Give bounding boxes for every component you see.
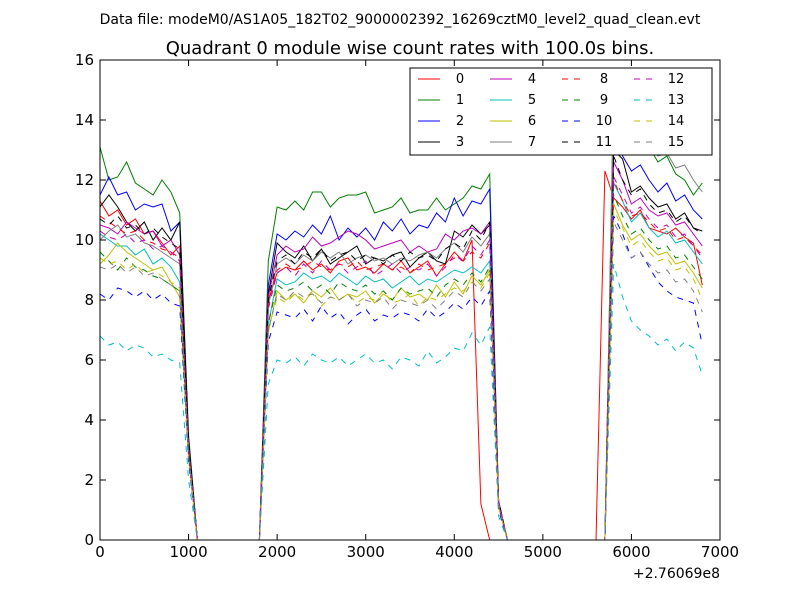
legend-label-4: 4 [528,72,536,87]
legend-label-15: 15 [668,135,685,150]
y-tick-label: 0 [84,531,94,549]
legend-label-11: 11 [596,135,613,150]
series-line-7 [100,95,703,540]
y-tick-label: 6 [84,351,94,369]
series-line-10 [100,215,703,540]
x-tick-label: 0 [95,543,105,561]
legend-label-2: 2 [456,114,464,129]
series-line-1 [100,83,703,540]
axes: 0 1000 2000 3000 4000 5000 6000 700002468101214… [75,51,739,561]
series-line-11 [100,155,703,540]
series-line-15 [100,221,703,540]
series-line-14 [100,209,703,540]
legend-label-14: 14 [668,114,685,129]
legend-label-13: 13 [668,93,685,108]
legend-label-10: 10 [596,114,613,129]
x-tick-label: 6000 [612,543,650,561]
chart-title: Quadrant 0 module wise count rates with … [166,38,655,59]
legend-frame [409,67,713,156]
x-tick-label: 5000 [524,543,562,561]
y-tick-label: 12 [75,171,94,189]
x-tick-label: 7000 [701,543,739,561]
series-line-3 [100,148,703,540]
series-line-2 [100,125,703,540]
chart-suptitle: Data file: modeM0/AS1A05_182T02_90000023… [100,12,701,28]
x-tick-label: 3000 [347,543,385,561]
legend-label-9: 9 [600,93,608,108]
series-line-4 [100,161,703,540]
x-offset-label: +2.76069e8 [633,566,720,582]
y-tick-label: 10 [75,231,94,249]
y-tick-label: 2 [84,471,94,489]
y-tick-label: 8 [84,291,94,309]
legend-label-0: 0 [456,72,464,87]
y-tick-label: 4 [84,411,94,429]
x-tick-label: 1000 [169,543,207,561]
series-line-13 [100,263,703,540]
legend-label-5: 5 [528,93,536,108]
legend-label-3: 3 [456,135,464,150]
legend-label-1: 1 [456,93,464,108]
x-tick-label: 2000 [258,543,296,561]
legend-label-7: 7 [528,135,536,150]
series-line-12 [100,176,703,540]
series-line-5 [100,182,703,540]
series-layer [100,83,703,540]
legend-label-6: 6 [528,114,536,129]
y-tick-label: 16 [75,51,94,69]
legend-label-12: 12 [668,72,685,87]
series-line-9 [100,194,703,540]
y-tick-label: 14 [75,111,94,129]
series-line-8 [100,179,703,540]
legend-label-8: 8 [600,72,608,87]
x-tick-label: 4000 [435,543,473,561]
